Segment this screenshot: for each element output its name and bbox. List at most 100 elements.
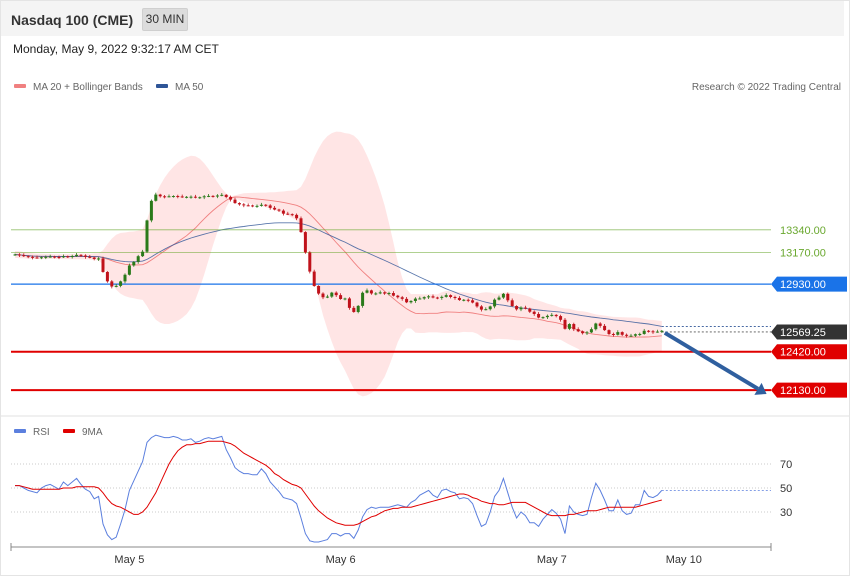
candle bbox=[198, 196, 202, 199]
candle bbox=[334, 291, 338, 298]
candle-body bbox=[176, 196, 180, 198]
candle bbox=[149, 199, 153, 223]
candle bbox=[273, 205, 277, 211]
candle bbox=[413, 297, 417, 303]
candle bbox=[127, 263, 131, 276]
candle-body bbox=[330, 292, 334, 297]
candle-body bbox=[422, 297, 426, 299]
candle bbox=[400, 295, 404, 301]
candle bbox=[387, 291, 391, 296]
candle bbox=[528, 307, 532, 314]
candle-body bbox=[44, 256, 48, 258]
candle bbox=[110, 280, 114, 289]
candle bbox=[211, 195, 215, 198]
rsi-tick-50: 50 bbox=[780, 483, 792, 495]
candle bbox=[255, 204, 259, 208]
candle bbox=[229, 195, 233, 202]
candle-body bbox=[26, 256, 30, 258]
candle bbox=[22, 253, 26, 257]
candle bbox=[105, 271, 109, 283]
candle-body bbox=[462, 299, 466, 301]
candle bbox=[295, 213, 299, 221]
candle-body bbox=[105, 271, 109, 282]
candle-body bbox=[57, 256, 61, 258]
candle bbox=[378, 290, 382, 295]
moving-averages bbox=[14, 196, 771, 338]
candle-body bbox=[110, 281, 114, 287]
candle-body bbox=[391, 293, 395, 296]
candle-body bbox=[299, 218, 303, 233]
candle bbox=[167, 194, 171, 198]
candle-body bbox=[123, 274, 127, 282]
candle bbox=[75, 253, 79, 257]
candle-body bbox=[572, 324, 576, 330]
candle bbox=[277, 208, 281, 212]
candle-body bbox=[114, 285, 118, 287]
candle-body bbox=[207, 195, 211, 197]
candle-body bbox=[457, 297, 461, 301]
candle bbox=[576, 327, 580, 333]
candle bbox=[651, 329, 655, 334]
candle-body bbox=[655, 331, 659, 333]
candle-body bbox=[651, 331, 655, 333]
candle-body bbox=[642, 330, 646, 334]
candle-body bbox=[48, 256, 52, 258]
candle-body bbox=[497, 297, 501, 300]
candle-body bbox=[303, 232, 307, 253]
candle bbox=[563, 317, 567, 330]
candle-body bbox=[616, 332, 620, 335]
candle-body bbox=[145, 220, 149, 252]
candle bbox=[26, 255, 30, 259]
candle-body bbox=[638, 333, 642, 335]
candle bbox=[611, 332, 615, 337]
candle bbox=[550, 313, 554, 317]
candle bbox=[391, 291, 395, 297]
candle bbox=[422, 296, 426, 300]
candle bbox=[53, 255, 57, 259]
candle bbox=[281, 209, 285, 216]
candle bbox=[532, 310, 536, 316]
candle-body bbox=[594, 323, 598, 330]
candle-body bbox=[418, 298, 422, 300]
candle bbox=[435, 296, 439, 300]
candle bbox=[13, 253, 17, 256]
candle bbox=[510, 298, 514, 307]
candle bbox=[343, 297, 347, 301]
candle-body bbox=[374, 293, 378, 295]
ma50-legend-swatch bbox=[156, 84, 168, 88]
candle-body bbox=[295, 214, 299, 219]
candle bbox=[299, 216, 303, 233]
candle-body bbox=[515, 306, 519, 310]
candle bbox=[488, 305, 492, 311]
candle-body bbox=[17, 254, 21, 256]
candle bbox=[97, 257, 101, 261]
candle bbox=[136, 254, 140, 264]
candle-body bbox=[435, 297, 439, 299]
forecast-arrow-head bbox=[754, 382, 767, 395]
candle-body bbox=[180, 196, 184, 198]
candle-body bbox=[387, 293, 391, 295]
interval-button[interactable]: 30 MIN bbox=[142, 8, 188, 31]
candle-body bbox=[361, 292, 365, 306]
candle-body bbox=[66, 256, 70, 258]
ma20-line bbox=[14, 196, 662, 338]
candle-body bbox=[365, 290, 369, 293]
candle bbox=[44, 255, 48, 260]
candle bbox=[633, 333, 637, 338]
chart-header: Nasdaq 100 (CME) 30 MIN bbox=[1, 1, 844, 36]
candle-body bbox=[352, 307, 356, 312]
candle-body bbox=[163, 196, 167, 198]
candle-body bbox=[576, 329, 580, 332]
candle bbox=[374, 292, 378, 296]
candle-body bbox=[321, 293, 325, 298]
chart-title: Nasdaq 100 (CME) bbox=[11, 12, 134, 28]
candle-body bbox=[620, 332, 624, 335]
candle bbox=[17, 253, 21, 257]
candle bbox=[88, 255, 92, 259]
candle bbox=[114, 284, 118, 288]
candle bbox=[541, 316, 545, 319]
candle bbox=[123, 273, 127, 284]
candle-body bbox=[431, 296, 435, 298]
candle-body bbox=[493, 299, 497, 307]
